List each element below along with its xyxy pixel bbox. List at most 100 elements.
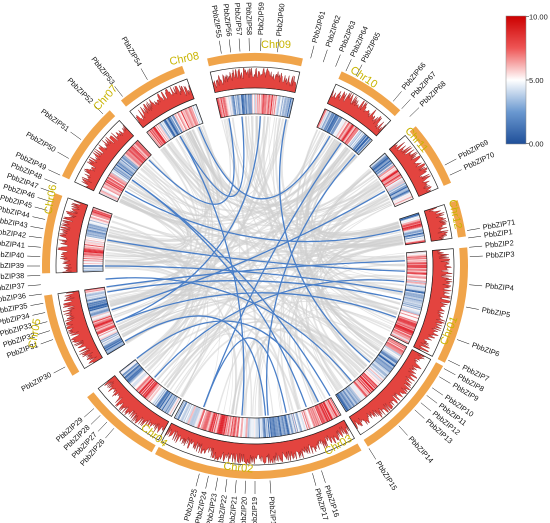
heatmap-cell	[387, 338, 406, 350]
heatmap-cell	[100, 188, 120, 199]
heatmap-cell	[318, 109, 328, 129]
heatmap-cell	[260, 417, 263, 438]
heatmap-cell	[83, 267, 104, 270]
heatmap-cell	[234, 95, 238, 116]
heatmap-cell	[112, 168, 131, 181]
heatmap-cell	[159, 392, 172, 410]
heatmap-cell	[404, 293, 425, 298]
heatmap-cell	[395, 322, 415, 332]
heatmap-cell	[329, 116, 341, 134]
gene-tick	[57, 151, 69, 159]
heatmap-cell	[375, 358, 392, 372]
heatmap-cell	[369, 365, 385, 380]
blue-link	[111, 190, 386, 311]
density-frame	[326, 83, 392, 137]
heatmap-cell	[145, 382, 159, 400]
heatmap-cell	[163, 394, 176, 413]
heatmap-cell	[94, 321, 114, 330]
heatmap-cell	[401, 218, 421, 226]
heatmap-cell	[196, 408, 204, 428]
chromosome-label: Chr08	[168, 50, 200, 68]
heatmap-cell	[90, 309, 110, 317]
heatmap-cell	[304, 409, 312, 429]
heatmap-cell	[84, 245, 105, 250]
heatmap-cell	[406, 253, 427, 256]
heatmap-cell	[152, 127, 166, 145]
density-area	[165, 419, 351, 465]
heatmap-cell	[190, 106, 200, 126]
heatmap-cell	[398, 315, 418, 324]
density-frame	[55, 197, 89, 274]
heatmap-cell	[385, 343, 403, 355]
gray-link	[135, 119, 231, 211]
heatmap-cell	[318, 403, 328, 423]
blue-link	[131, 179, 331, 397]
heatmap-cell	[90, 214, 110, 222]
heatmap-cell	[381, 348, 400, 361]
heatmap-cell	[235, 95, 239, 116]
heatmap-cell	[261, 417, 265, 438]
gray-link	[141, 116, 270, 366]
heatmap-cell	[384, 345, 402, 357]
heatmap-cell	[269, 94, 273, 115]
heatmap-cell	[170, 115, 182, 134]
heatmap-cell	[400, 307, 421, 315]
heatmap-cell	[229, 416, 234, 437]
heatmap-cell	[130, 370, 146, 386]
heatmap-cell	[285, 414, 291, 435]
heatmap-cell	[404, 233, 425, 238]
gene-label: PbbZIP18	[267, 496, 278, 523]
heatmap-cell	[230, 95, 234, 116]
gene-tick	[449, 169, 462, 176]
heatmap-cell	[370, 363, 387, 378]
heatmap-cell	[183, 404, 194, 424]
gray-link	[301, 132, 402, 240]
gene-tick	[432, 387, 444, 396]
heatmap-cell	[249, 417, 252, 438]
heatmap-cell	[405, 288, 426, 293]
heatmap-cell	[248, 417, 251, 438]
gene-label: PbbZIP57	[233, 2, 244, 35]
heatmap-cell	[392, 192, 411, 202]
heatmap-cell	[288, 414, 294, 434]
heatmap-cell	[232, 416, 237, 437]
gene-label: PbbZIP3	[486, 250, 515, 260]
heatmap-cell	[180, 402, 190, 422]
heatmap-cell	[297, 411, 305, 432]
heatmap-cell	[382, 347, 401, 359]
heatmap-cell	[86, 295, 107, 301]
heatmap-cell	[191, 407, 200, 427]
heatmap-cell	[365, 369, 381, 385]
heatmap-cell	[277, 416, 282, 437]
gene-tick	[312, 473, 317, 486]
gene-label: PbbZIP15	[374, 459, 399, 492]
heatmap-cell	[91, 314, 112, 322]
heatmap-cell	[238, 417, 242, 438]
heatmap-cell	[109, 173, 128, 185]
heatmap-cell	[232, 95, 236, 116]
heatmap-cell	[271, 416, 275, 437]
heatmap-cell	[374, 359, 391, 373]
heatmap-cell	[359, 375, 375, 391]
heatmap-cell	[131, 371, 147, 387]
heatmap-cell	[168, 397, 180, 416]
color-scale-legend: 10.00 5.00 0.00	[505, 13, 548, 149]
heatmap-cell	[262, 94, 265, 115]
heatmap-cell	[401, 306, 421, 313]
heatmap-cell	[322, 111, 333, 131]
heatmap-cell	[396, 321, 416, 330]
heatmap-frame	[335, 336, 408, 413]
heatmap-cell	[85, 289, 106, 294]
heatmap-cell	[353, 134, 368, 151]
heatmap-cell	[344, 126, 358, 144]
heatmap-cell	[162, 393, 174, 412]
heatmap-cell	[366, 368, 383, 383]
heatmap-cell	[179, 110, 190, 130]
heatmap-cell	[336, 393, 348, 412]
heatmap-cell	[132, 372, 148, 388]
heatmap-cell	[337, 121, 349, 139]
gene-tick	[244, 480, 246, 494]
gray-link	[303, 140, 380, 352]
gene-tick	[114, 86, 123, 97]
